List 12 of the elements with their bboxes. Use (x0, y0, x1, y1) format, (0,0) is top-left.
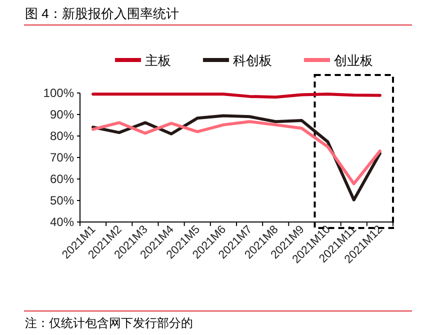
y-tick-label: 40% (50, 215, 74, 229)
y-tick-label: 70% (50, 150, 74, 164)
legend-label: 创业板 (334, 53, 373, 68)
text: 注：仅统计包含网下发行部分的 (25, 316, 193, 330)
y-tick-label: 100% (43, 86, 74, 100)
legend-label: 主板 (145, 53, 171, 68)
y-tick-label: 90% (50, 108, 74, 122)
chart-title: 图 4：新股报价入围率统计 (25, 6, 179, 21)
legend-label: 科创板 (233, 53, 272, 68)
y-tick-label: 80% (50, 129, 74, 143)
y-tick-label: 50% (50, 194, 74, 208)
y-tick-label: 60% (50, 172, 74, 186)
